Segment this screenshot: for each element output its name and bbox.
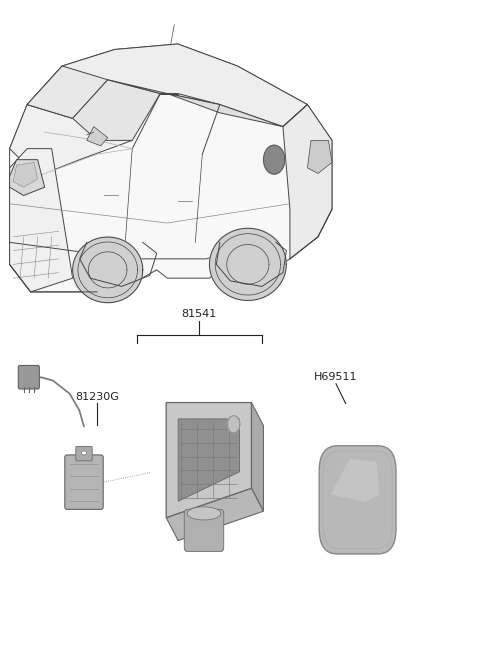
Polygon shape xyxy=(264,145,285,174)
Polygon shape xyxy=(166,488,264,541)
Polygon shape xyxy=(252,403,264,511)
FancyBboxPatch shape xyxy=(76,446,92,461)
FancyBboxPatch shape xyxy=(65,455,103,509)
Polygon shape xyxy=(10,44,332,292)
Polygon shape xyxy=(307,140,332,173)
Ellipse shape xyxy=(82,451,86,455)
Polygon shape xyxy=(228,416,240,433)
Polygon shape xyxy=(10,104,132,176)
Polygon shape xyxy=(108,80,220,104)
Ellipse shape xyxy=(187,507,221,520)
Polygon shape xyxy=(13,163,37,187)
Polygon shape xyxy=(283,104,332,259)
Polygon shape xyxy=(87,127,108,146)
Polygon shape xyxy=(209,228,286,300)
Polygon shape xyxy=(178,419,240,501)
Polygon shape xyxy=(331,459,379,502)
Polygon shape xyxy=(27,66,108,118)
Polygon shape xyxy=(10,159,45,195)
Polygon shape xyxy=(166,403,252,518)
Text: H69511: H69511 xyxy=(314,373,358,382)
Text: 81230G: 81230G xyxy=(75,392,120,402)
FancyBboxPatch shape xyxy=(319,446,396,554)
Polygon shape xyxy=(10,149,72,292)
Polygon shape xyxy=(72,237,143,302)
FancyBboxPatch shape xyxy=(18,365,39,389)
Polygon shape xyxy=(27,44,307,127)
Polygon shape xyxy=(72,80,160,140)
FancyBboxPatch shape xyxy=(184,510,224,552)
Polygon shape xyxy=(168,94,283,127)
Text: 81541: 81541 xyxy=(181,309,217,319)
